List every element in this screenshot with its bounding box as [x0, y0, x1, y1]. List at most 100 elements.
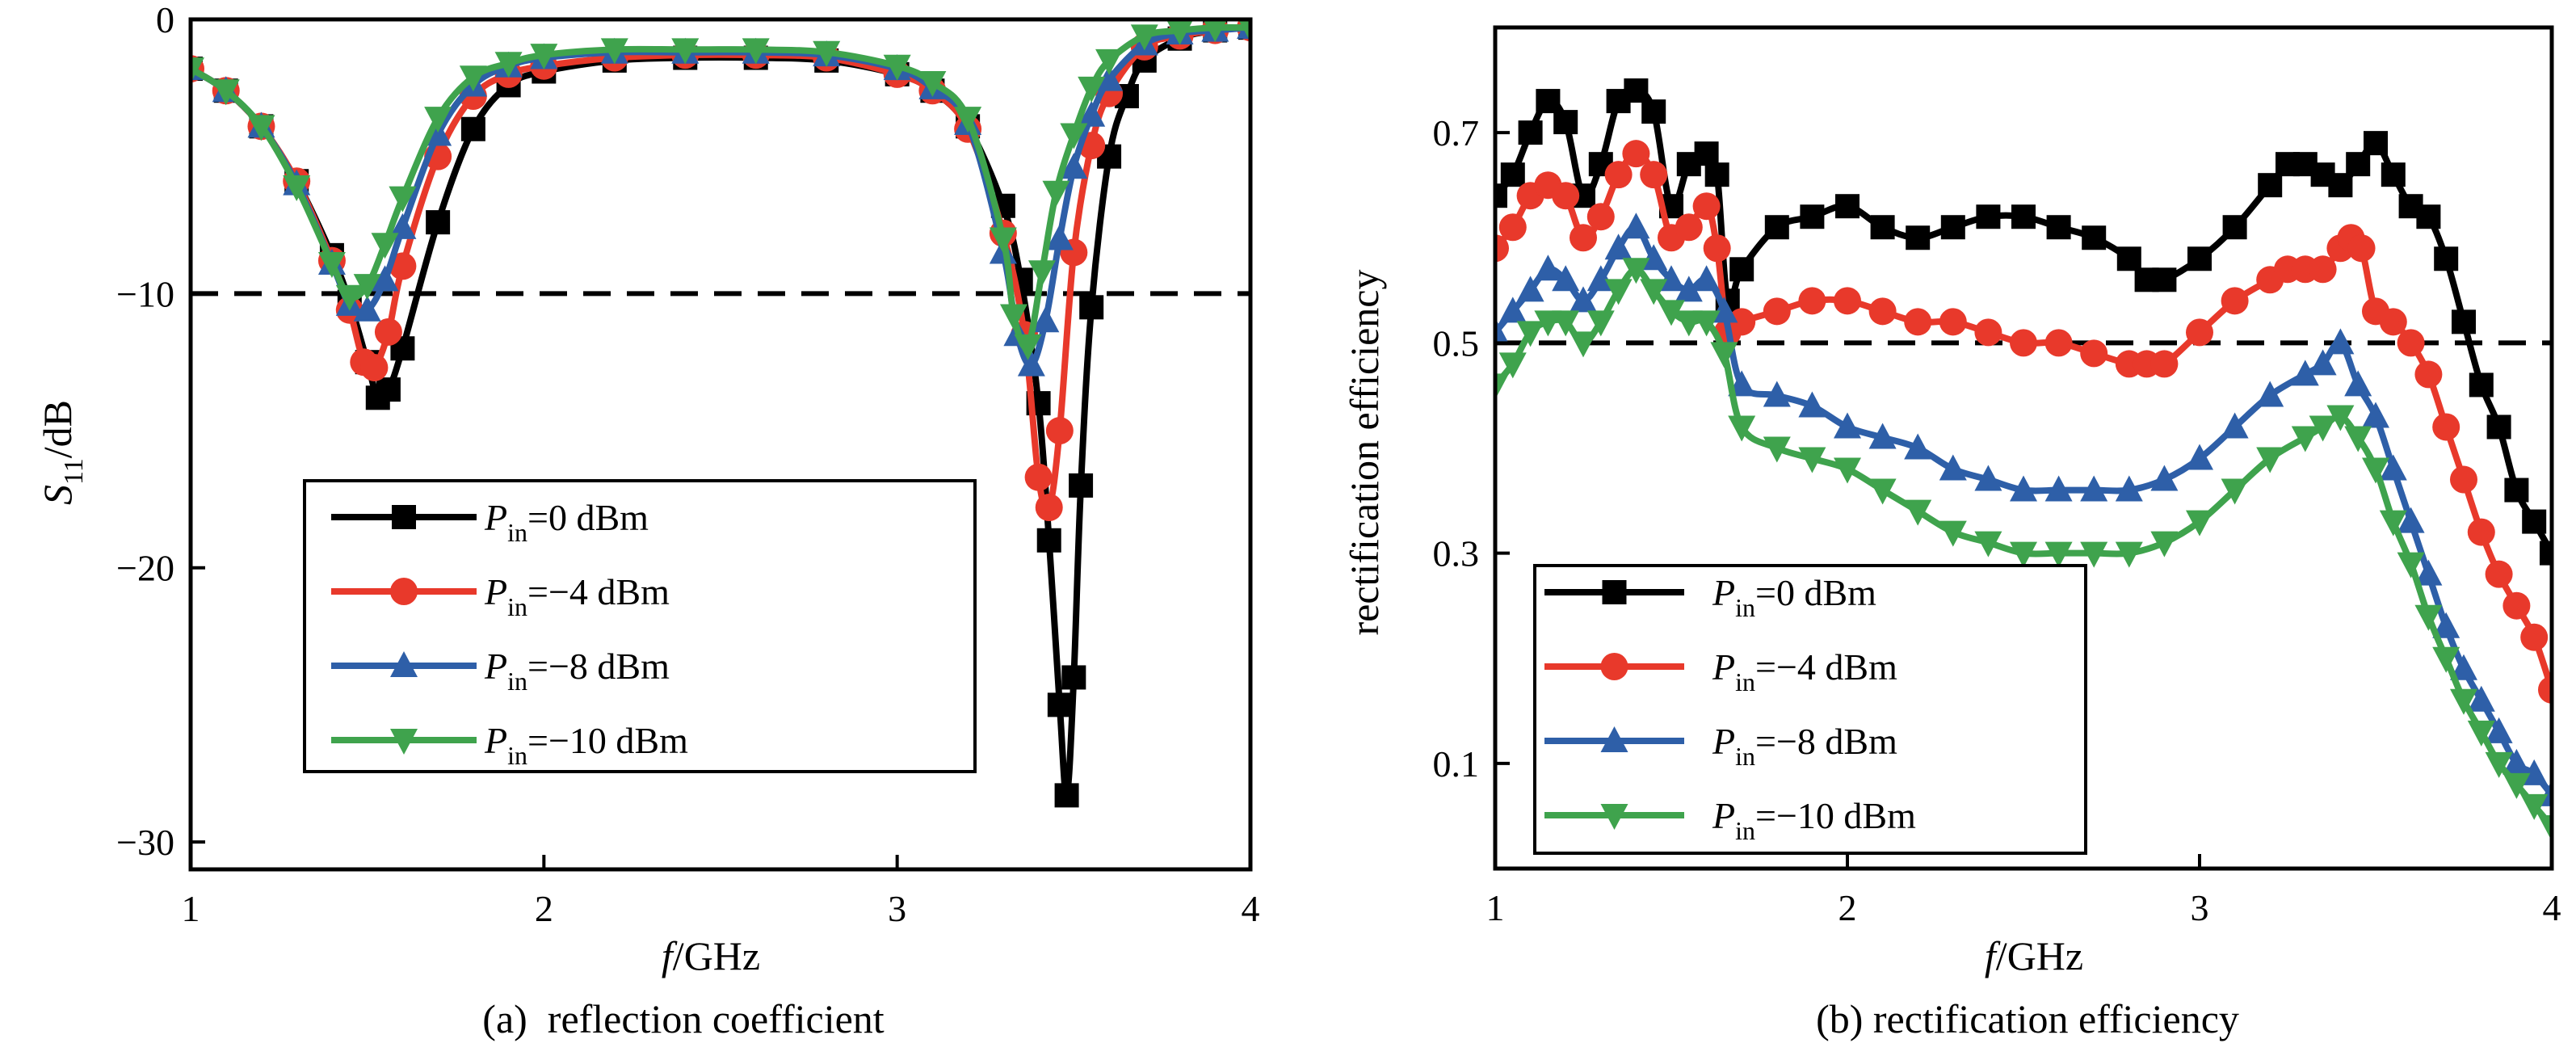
data-point-3-29: [2256, 447, 2284, 473]
data-point-1-42: [2432, 413, 2460, 441]
data-point-0-30: [2222, 215, 2247, 240]
data-point-3-21: [999, 304, 1027, 330]
data-point-1-44: [2467, 518, 2495, 546]
data-point-3-36: [2397, 552, 2425, 578]
data-point-2-10: [1658, 265, 1685, 292]
data-point-0-0: [1495, 183, 1507, 208]
data-point-1-24: [2044, 329, 2073, 357]
legend-marker-2: [390, 651, 418, 677]
data-point-3-38: [2432, 646, 2460, 673]
legend-label-3: Pin=−10 dBm: [484, 720, 688, 770]
data-point-3-15: [1763, 436, 1791, 463]
legend-marker-3: [1600, 804, 1628, 830]
data-point-2-26: [2150, 465, 2179, 491]
data-point-1-25: [1045, 417, 1074, 445]
data-point-3-2: [1516, 321, 1544, 347]
data-point-1-25: [2080, 339, 2108, 368]
data-point-0-28: [2152, 267, 2177, 292]
data-point-0-47: [2540, 541, 2552, 566]
data-point-2-30: [2291, 360, 2319, 386]
x-tick-label-1: 2: [1838, 887, 1857, 928]
data-point-0-13: [1704, 162, 1729, 187]
x-tick-label-1: 2: [535, 888, 553, 929]
data-point-3-22: [1014, 334, 1042, 360]
data-point-3-23: [1027, 260, 1056, 287]
data-point-0-37: [2364, 131, 2388, 156]
data-point-1-46: [2502, 591, 2531, 620]
data-point-1-29: [2186, 318, 2213, 347]
data-point-1-23: [2010, 329, 2037, 357]
data-point-2-24: [2080, 475, 2108, 502]
legend-marker-0: [1602, 580, 1627, 604]
y-tick-label-0: 0: [156, 0, 174, 40]
data-point-3-11: [494, 52, 523, 78]
data-point-3-2: [247, 115, 275, 141]
data-point-2-7: [1604, 233, 1633, 260]
data-point-0-17: [1800, 204, 1825, 229]
data-point-3-3: [283, 175, 311, 202]
data-point-2-32: [2326, 328, 2355, 355]
x-tick-label-3: 4: [2543, 887, 2561, 928]
data-point-3-4: [1552, 310, 1580, 337]
data-point-0-2: [1518, 120, 1543, 145]
data-point-2-23: [2044, 475, 2073, 502]
legend-label-2: Pin=−8 dBm: [1712, 721, 1897, 771]
data-point-2-41: [2485, 717, 2513, 743]
data-point-2-25: [2115, 475, 2143, 502]
data-point-0-8: [376, 377, 401, 402]
data-point-2-13: [1710, 297, 1738, 323]
data-point-3-15: [742, 38, 770, 65]
data-point-1-45: [2485, 560, 2513, 588]
data-point-0-36: [2346, 152, 2371, 177]
data-point-3-40: [2467, 720, 2495, 747]
data-point-1-12: [1692, 192, 1721, 221]
data-point-2-40: [2467, 685, 2495, 712]
data-point-2-5: [1570, 286, 1597, 313]
data-point-3-19: [1904, 499, 1932, 526]
data-point-3-25: [2115, 541, 2143, 568]
data-point-3-14: [671, 38, 700, 65]
data-point-2-21: [1974, 465, 2002, 491]
data-point-0-18: [1835, 194, 1860, 219]
data-point-1-34: [2309, 255, 2337, 284]
data-point-0-20: [1906, 225, 1931, 250]
data-point-1-48: [2538, 675, 2552, 704]
data-point-1-16: [1763, 297, 1791, 326]
data-point-3-8: [1622, 258, 1650, 284]
data-point-0-4: [1553, 110, 1578, 135]
data-point-0-41: [2434, 246, 2459, 271]
data-point-2-35: [2379, 454, 2407, 481]
data-point-0-16: [1764, 215, 1789, 240]
data-point-1-6: [1586, 203, 1615, 231]
data-point-1-19: [1868, 297, 1897, 326]
data-point-0-26: [2116, 246, 2141, 271]
data-point-0-1: [1500, 162, 1525, 187]
data-point-3-18: [1868, 478, 1897, 505]
data-point-1-17: [1798, 287, 1826, 315]
data-point-0-44: [2486, 414, 2511, 440]
data-point-0-40: [2416, 204, 2441, 229]
data-point-0-21: [1940, 215, 1965, 240]
data-point-0-19: [1870, 215, 1895, 240]
data-point-2-6: [353, 295, 381, 322]
data-point-1-23: [1024, 463, 1053, 491]
data-point-3-21: [1974, 531, 2002, 557]
data-point-2-6: [1586, 265, 1615, 292]
chart-panel-b: 1 2 3 4 0.1 0.3 0.5 0.7 f/GHz rectification effic…: [1342, 25, 2561, 1041]
data-point-3-14: [1728, 415, 1756, 442]
data-point-2-29: [2256, 381, 2284, 407]
data-point-2-9: [1640, 244, 1668, 271]
data-point-2-31: [2309, 349, 2337, 376]
data-point-3-19: [954, 107, 982, 133]
data-point-2-12: [1692, 265, 1721, 292]
data-point-3-20: [1939, 520, 1967, 547]
data-point-3-28: [2221, 478, 2249, 505]
chart-panel-a: 1 2 3 4 0 −10 −20 −30 f/GHz S11/dB (a) reflection …: [35, 0, 1260, 1041]
data-point-3-13: [1710, 342, 1738, 368]
data-point-1-20: [1904, 308, 1932, 336]
data-point-1-8: [374, 318, 402, 346]
data-point-3-3: [1534, 310, 1562, 337]
data-point-2-27: [1095, 65, 1124, 91]
data-point-1-7: [1604, 161, 1633, 189]
